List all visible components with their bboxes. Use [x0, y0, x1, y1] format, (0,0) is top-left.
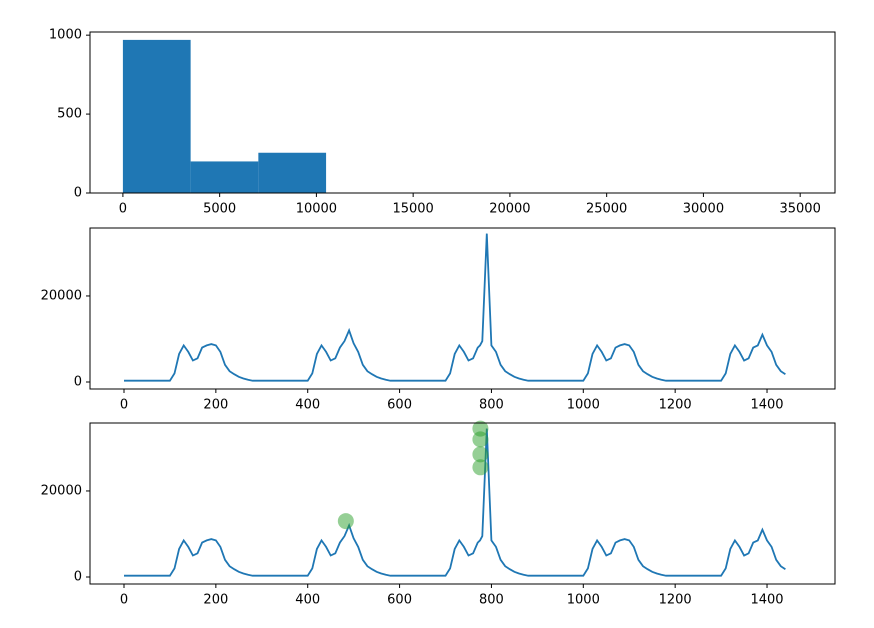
x-tick-label: 400: [295, 398, 320, 413]
y-tick-label: 500: [57, 107, 82, 122]
x-tick-label: 10000: [296, 202, 337, 217]
x-tick-label: 0: [120, 593, 128, 608]
y-tick-label: 20000: [41, 288, 82, 303]
y-tick-label: 1000: [49, 28, 82, 43]
x-tick-label: 800: [479, 398, 504, 413]
x-tick-label: 1400: [750, 593, 783, 608]
x-tick-label: 0: [120, 398, 128, 413]
peak-marker: [472, 459, 489, 476]
y-tick-label: 20000: [41, 483, 82, 498]
x-tick-label: 15000: [392, 202, 433, 217]
y-tick-label: 0: [74, 374, 82, 389]
axes-frame: [89, 227, 836, 390]
y-tick-label: 0: [74, 186, 82, 201]
peak-marker: [472, 446, 489, 463]
axes-frame: [89, 31, 836, 194]
x-tick-label: 1200: [659, 593, 692, 608]
x-tick-label: 600: [387, 398, 412, 413]
peak-marker: [472, 431, 489, 448]
line-series: [124, 428, 786, 577]
x-tick-label: 5000: [203, 202, 236, 217]
x-tick-label: 800: [479, 593, 504, 608]
x-tick-label: 1000: [567, 398, 600, 413]
axes-frame: [89, 422, 836, 585]
y-tick-label: 0: [74, 569, 82, 584]
x-tick-label: 30000: [683, 202, 724, 217]
x-tick-label: 1000: [567, 593, 600, 608]
x-tick-label: 0: [119, 202, 127, 217]
x-tick-label: 25000: [586, 202, 627, 217]
x-tick-label: 200: [203, 593, 228, 608]
x-tick-label: 600: [387, 593, 412, 608]
x-tick-label: 200: [203, 398, 228, 413]
line-series: [124, 233, 786, 382]
x-tick-label: 1200: [659, 398, 692, 413]
x-tick-label: 35000: [779, 202, 820, 217]
x-tick-label: 400: [295, 593, 320, 608]
histogram-bar: [190, 161, 259, 193]
histogram-bar: [258, 152, 327, 193]
x-tick-label: 20000: [489, 202, 530, 217]
x-tick-label: 1400: [750, 398, 783, 413]
peak-marker: [337, 513, 354, 530]
histogram-bar: [122, 39, 191, 194]
